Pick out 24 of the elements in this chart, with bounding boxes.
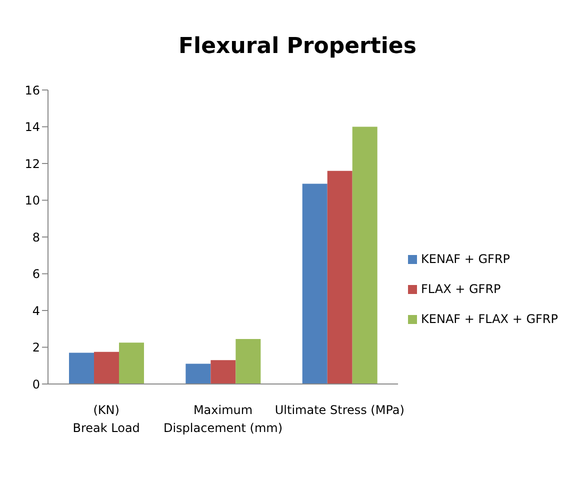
bar xyxy=(327,170,352,384)
y-tick-label: 0 xyxy=(32,377,40,392)
bar xyxy=(119,342,144,384)
y-tick-label: 4 xyxy=(32,304,40,318)
bar xyxy=(69,352,94,384)
y-tick-label: 10 xyxy=(24,194,40,208)
legend-label: FLAX + GFRP xyxy=(421,282,501,296)
y-tick-label: 6 xyxy=(32,267,40,282)
bar xyxy=(94,352,119,384)
bar xyxy=(186,364,211,384)
y-tick-label: 14 xyxy=(24,120,40,134)
y-tick-label: 2 xyxy=(32,340,40,355)
legend-label: KENAF + FLAX + GFRP xyxy=(421,312,558,326)
bar xyxy=(210,360,236,384)
bar xyxy=(352,126,378,384)
legend-label: KENAF + GFRP xyxy=(421,252,510,266)
x-tick-label: Ultimate Stress (MPa) xyxy=(274,403,404,417)
x-tick-label: (KN) Break Load xyxy=(72,403,140,435)
y-tick-label: 12 xyxy=(24,156,40,171)
chart-title: Flexural Properties xyxy=(178,33,418,61)
y-tick-label: 8 xyxy=(32,230,40,244)
bar xyxy=(302,184,328,384)
y-tick-label: 16 xyxy=(24,83,40,98)
bar xyxy=(236,338,261,384)
